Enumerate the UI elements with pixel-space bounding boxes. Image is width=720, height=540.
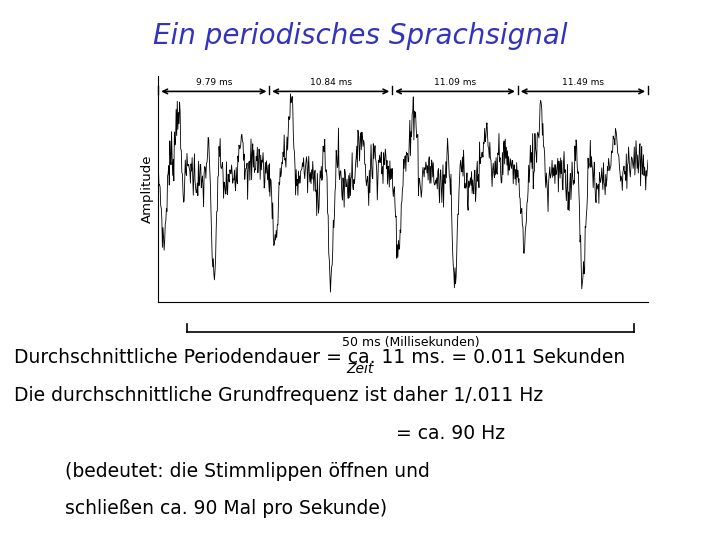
Text: 9.79 ms: 9.79 ms (196, 78, 232, 87)
Text: Durchschnittliche Periodendauer = ca. 11 ms. = 0.011 Sekunden: Durchschnittliche Periodendauer = ca. 11… (14, 348, 626, 367)
Text: 50 ms (Millisekunden): 50 ms (Millisekunden) (341, 336, 480, 349)
Text: 11.49 ms: 11.49 ms (562, 78, 604, 87)
Text: Die durchschnittliche Grundfrequenz ist daher 1/.011 Hz: Die durchschnittliche Grundfrequenz ist … (14, 386, 544, 405)
Text: 10.84 ms: 10.84 ms (310, 78, 352, 87)
Text: 11.09 ms: 11.09 ms (434, 78, 476, 87)
Text: Ein periodisches Sprachsignal: Ein periodisches Sprachsignal (153, 22, 567, 50)
Y-axis label: Amplitude: Amplitude (141, 155, 154, 223)
Text: Zeit: Zeit (346, 362, 374, 376)
Text: schließen ca. 90 Mal pro Sekunde): schließen ca. 90 Mal pro Sekunde) (65, 500, 387, 518)
Text: = ca. 90 Hz: = ca. 90 Hz (396, 424, 505, 443)
Text: (bedeutet: die Stimmlippen öffnen und: (bedeutet: die Stimmlippen öffnen und (65, 462, 430, 481)
